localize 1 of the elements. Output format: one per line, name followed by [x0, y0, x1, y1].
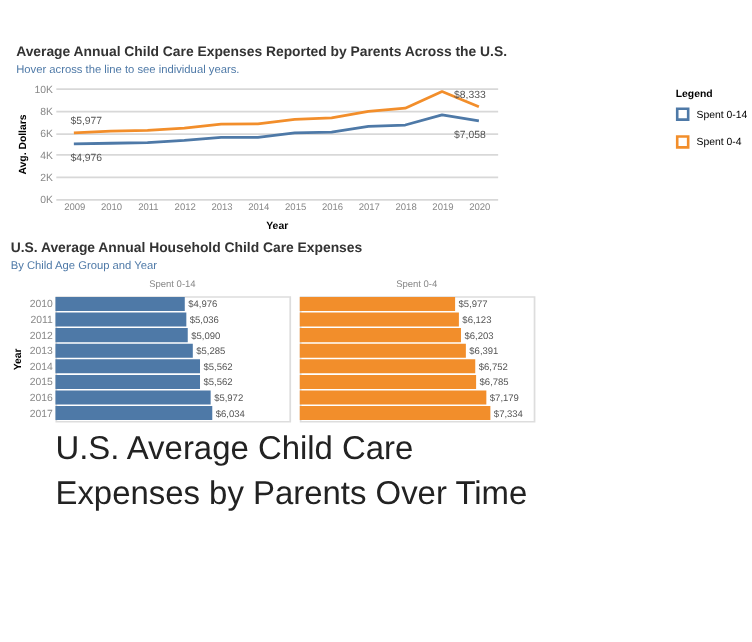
text: U.S. Average Child Care Expenses by Parents Over Time	[55, 431, 528, 513]
